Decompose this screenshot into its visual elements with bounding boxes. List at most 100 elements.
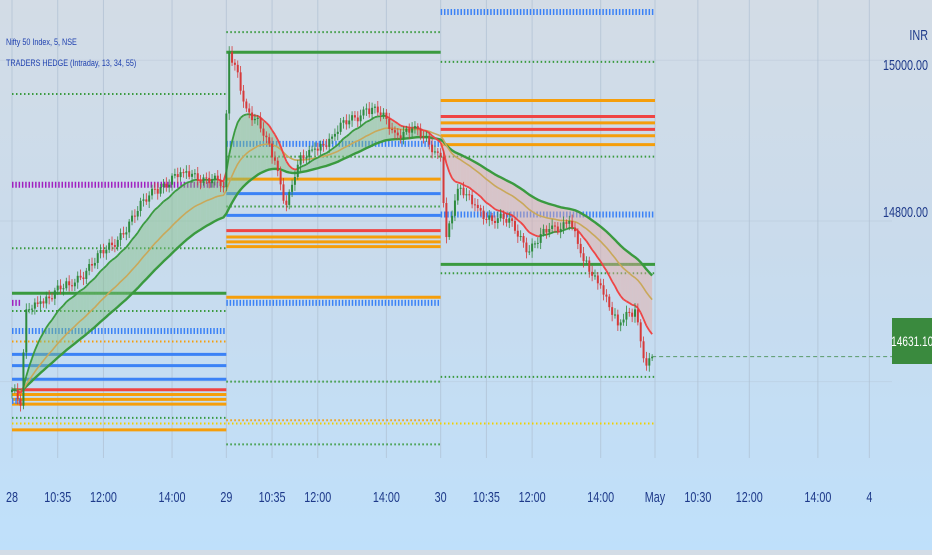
candle-body bbox=[437, 151, 439, 152]
indicator-label[interactable]: TRADERS HEDGE (Intraday, 13, 34, 55) bbox=[6, 53, 136, 74]
ema-ribbon-segment bbox=[49, 320, 52, 365]
candle-body bbox=[463, 188, 465, 196]
ema-fast-segment bbox=[301, 166, 304, 167]
ema-ribbon-segment bbox=[61, 305, 64, 355]
ema-fast-segment bbox=[566, 228, 569, 229]
ema-ribbon-segment bbox=[495, 174, 498, 210]
candle-body bbox=[588, 261, 590, 272]
candle-body bbox=[517, 231, 519, 237]
candle-body bbox=[534, 243, 536, 244]
candle-body bbox=[160, 187, 162, 194]
candle-body bbox=[100, 250, 102, 253]
candle-body bbox=[640, 322, 642, 341]
ema-ribbon-segment bbox=[83, 286, 86, 336]
ema-fast-segment bbox=[315, 158, 318, 159]
candle-body bbox=[317, 149, 319, 151]
candle-body bbox=[177, 174, 179, 177]
candle-body bbox=[351, 115, 353, 120]
candle-body bbox=[145, 199, 147, 201]
ema-ribbon-segment bbox=[101, 268, 104, 321]
candle-body bbox=[202, 177, 204, 183]
candle-body bbox=[297, 165, 299, 177]
ema-ribbon-segment bbox=[146, 217, 149, 279]
ema-ribbon-segment bbox=[109, 260, 112, 314]
candle-body bbox=[594, 275, 596, 276]
candle-body bbox=[77, 276, 79, 283]
candle-body bbox=[311, 150, 313, 151]
ema-fast-segment bbox=[464, 185, 467, 186]
x-tick-label: 10:30 bbox=[684, 488, 711, 505]
candle-body bbox=[94, 263, 96, 266]
candle-body bbox=[374, 107, 376, 108]
candle-body bbox=[585, 261, 587, 262]
candle-body bbox=[400, 135, 402, 138]
ema-ribbon-segment bbox=[624, 248, 627, 301]
ema-ribbon-segment bbox=[126, 244, 129, 300]
candle-body bbox=[171, 176, 173, 185]
candle-body bbox=[603, 285, 605, 294]
candle-body bbox=[48, 297, 50, 299]
ema-ribbon-segment bbox=[69, 298, 72, 348]
candle-body bbox=[108, 243, 110, 250]
candle-body bbox=[405, 129, 407, 132]
candle-body bbox=[162, 184, 164, 187]
candle-body bbox=[305, 157, 307, 158]
ema-ribbon-segment bbox=[504, 179, 507, 214]
candle-body bbox=[220, 180, 222, 186]
candle-body bbox=[425, 136, 427, 137]
ema-ribbon-segment bbox=[466, 158, 469, 188]
ema-ribbon-segment bbox=[212, 179, 215, 222]
candle-body bbox=[568, 221, 570, 224]
ema-ribbon-segment bbox=[464, 156, 467, 186]
ema-fast-segment bbox=[355, 128, 358, 129]
candle-body bbox=[625, 312, 627, 320]
candle-body bbox=[62, 288, 64, 289]
candle-body bbox=[620, 322, 622, 325]
current-price-label: 14631.10 bbox=[891, 333, 932, 349]
candle-body bbox=[302, 155, 304, 158]
candle-body bbox=[423, 137, 425, 138]
ema-ribbon-segment bbox=[604, 229, 607, 271]
candle-body bbox=[134, 216, 136, 217]
candle-body bbox=[480, 208, 482, 211]
x-tick-label: 12:00 bbox=[736, 488, 763, 505]
ema-ribbon-segment bbox=[649, 273, 652, 335]
candle-body bbox=[397, 133, 399, 136]
ema-ribbon-segment bbox=[166, 197, 169, 258]
candle-body bbox=[271, 144, 273, 158]
ema-ribbon-segment bbox=[132, 236, 135, 293]
ema-fast-segment bbox=[535, 235, 538, 236]
candle-body bbox=[540, 234, 542, 243]
candle-body bbox=[648, 358, 650, 365]
candle-body bbox=[514, 221, 516, 231]
candle-body bbox=[445, 203, 447, 237]
candle-body bbox=[617, 315, 619, 326]
current-price-badge: 14631.10 bbox=[892, 318, 932, 364]
candle-body bbox=[368, 108, 370, 114]
ema-ribbon-segment bbox=[612, 237, 615, 286]
candle-body bbox=[45, 297, 47, 304]
ema-ribbon-segment bbox=[78, 291, 81, 342]
ema-ribbon-segment bbox=[72, 295, 75, 345]
candle-body bbox=[520, 236, 522, 237]
ema-fast-segment bbox=[186, 182, 189, 183]
candle-body bbox=[531, 244, 533, 252]
candle-body bbox=[194, 173, 196, 174]
candle-body bbox=[448, 223, 450, 237]
ema-fast-segment bbox=[501, 211, 504, 212]
ema-ribbon-segment bbox=[155, 207, 158, 270]
ema-ribbon-segment bbox=[81, 289, 84, 339]
ema-ribbon-segment bbox=[138, 228, 141, 288]
candle-body bbox=[28, 309, 30, 310]
candle-body bbox=[125, 232, 127, 234]
candle-body bbox=[485, 219, 487, 220]
x-tick-label: 4 bbox=[866, 488, 872, 505]
candle-body bbox=[74, 283, 76, 287]
candle-body bbox=[488, 215, 490, 219]
candle-body bbox=[214, 176, 216, 180]
candle-body bbox=[537, 243, 539, 244]
ema-fast-segment bbox=[632, 305, 635, 306]
